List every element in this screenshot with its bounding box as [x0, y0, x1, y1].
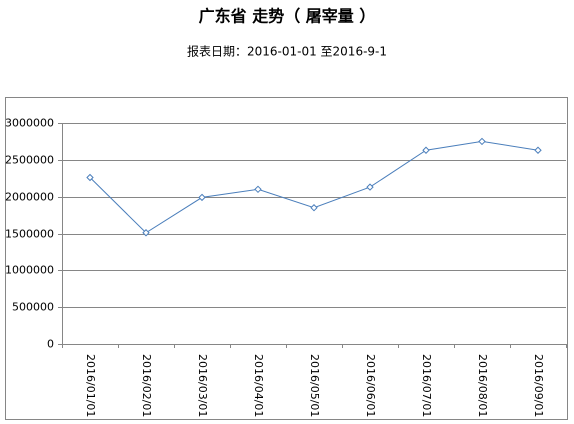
y-tick-label: 3000000: [5, 117, 54, 130]
x-tick-label: 2016/07/01: [420, 354, 433, 417]
line: [89, 140, 539, 234]
x-tick-label: 2016/03/01: [196, 354, 209, 417]
marker: [478, 137, 486, 146]
marker: [422, 146, 430, 154]
x-tick-label: 2016/05/01: [308, 354, 321, 417]
marker: [310, 204, 318, 212]
y-tick-label: 2500000: [5, 154, 54, 167]
marker: [254, 185, 262, 194]
x-tick-label: 2016/06/01: [364, 354, 377, 417]
y-tick-label: 1000000: [5, 264, 54, 277]
chart-title: 广东省 走势（ 屠宰量 ）: [199, 7, 376, 26]
chart-border: [5, 97, 568, 420]
x-tick-label: 2016/01/01: [84, 354, 97, 417]
marker: [198, 193, 206, 202]
x-tick-label: 2016/08/01: [476, 354, 489, 417]
chart-subtitle: 报表日期：2016-01-01 至2016-9-1: [187, 44, 387, 59]
y-tick-label: 2000000: [5, 191, 54, 204]
marker: [534, 146, 542, 154]
marker: [86, 173, 94, 182]
y-tick-label: 0: [47, 338, 54, 351]
x-tick-label: 2016/04/01: [252, 354, 265, 417]
marker: [142, 229, 150, 237]
y-tick-label: 500000: [12, 301, 54, 314]
x-tick-label: 2016/09/01: [532, 354, 545, 417]
x-tick-label: 2016/02/01: [140, 354, 153, 417]
marker: [366, 183, 374, 191]
y-tick-label: 1500000: [5, 228, 54, 241]
